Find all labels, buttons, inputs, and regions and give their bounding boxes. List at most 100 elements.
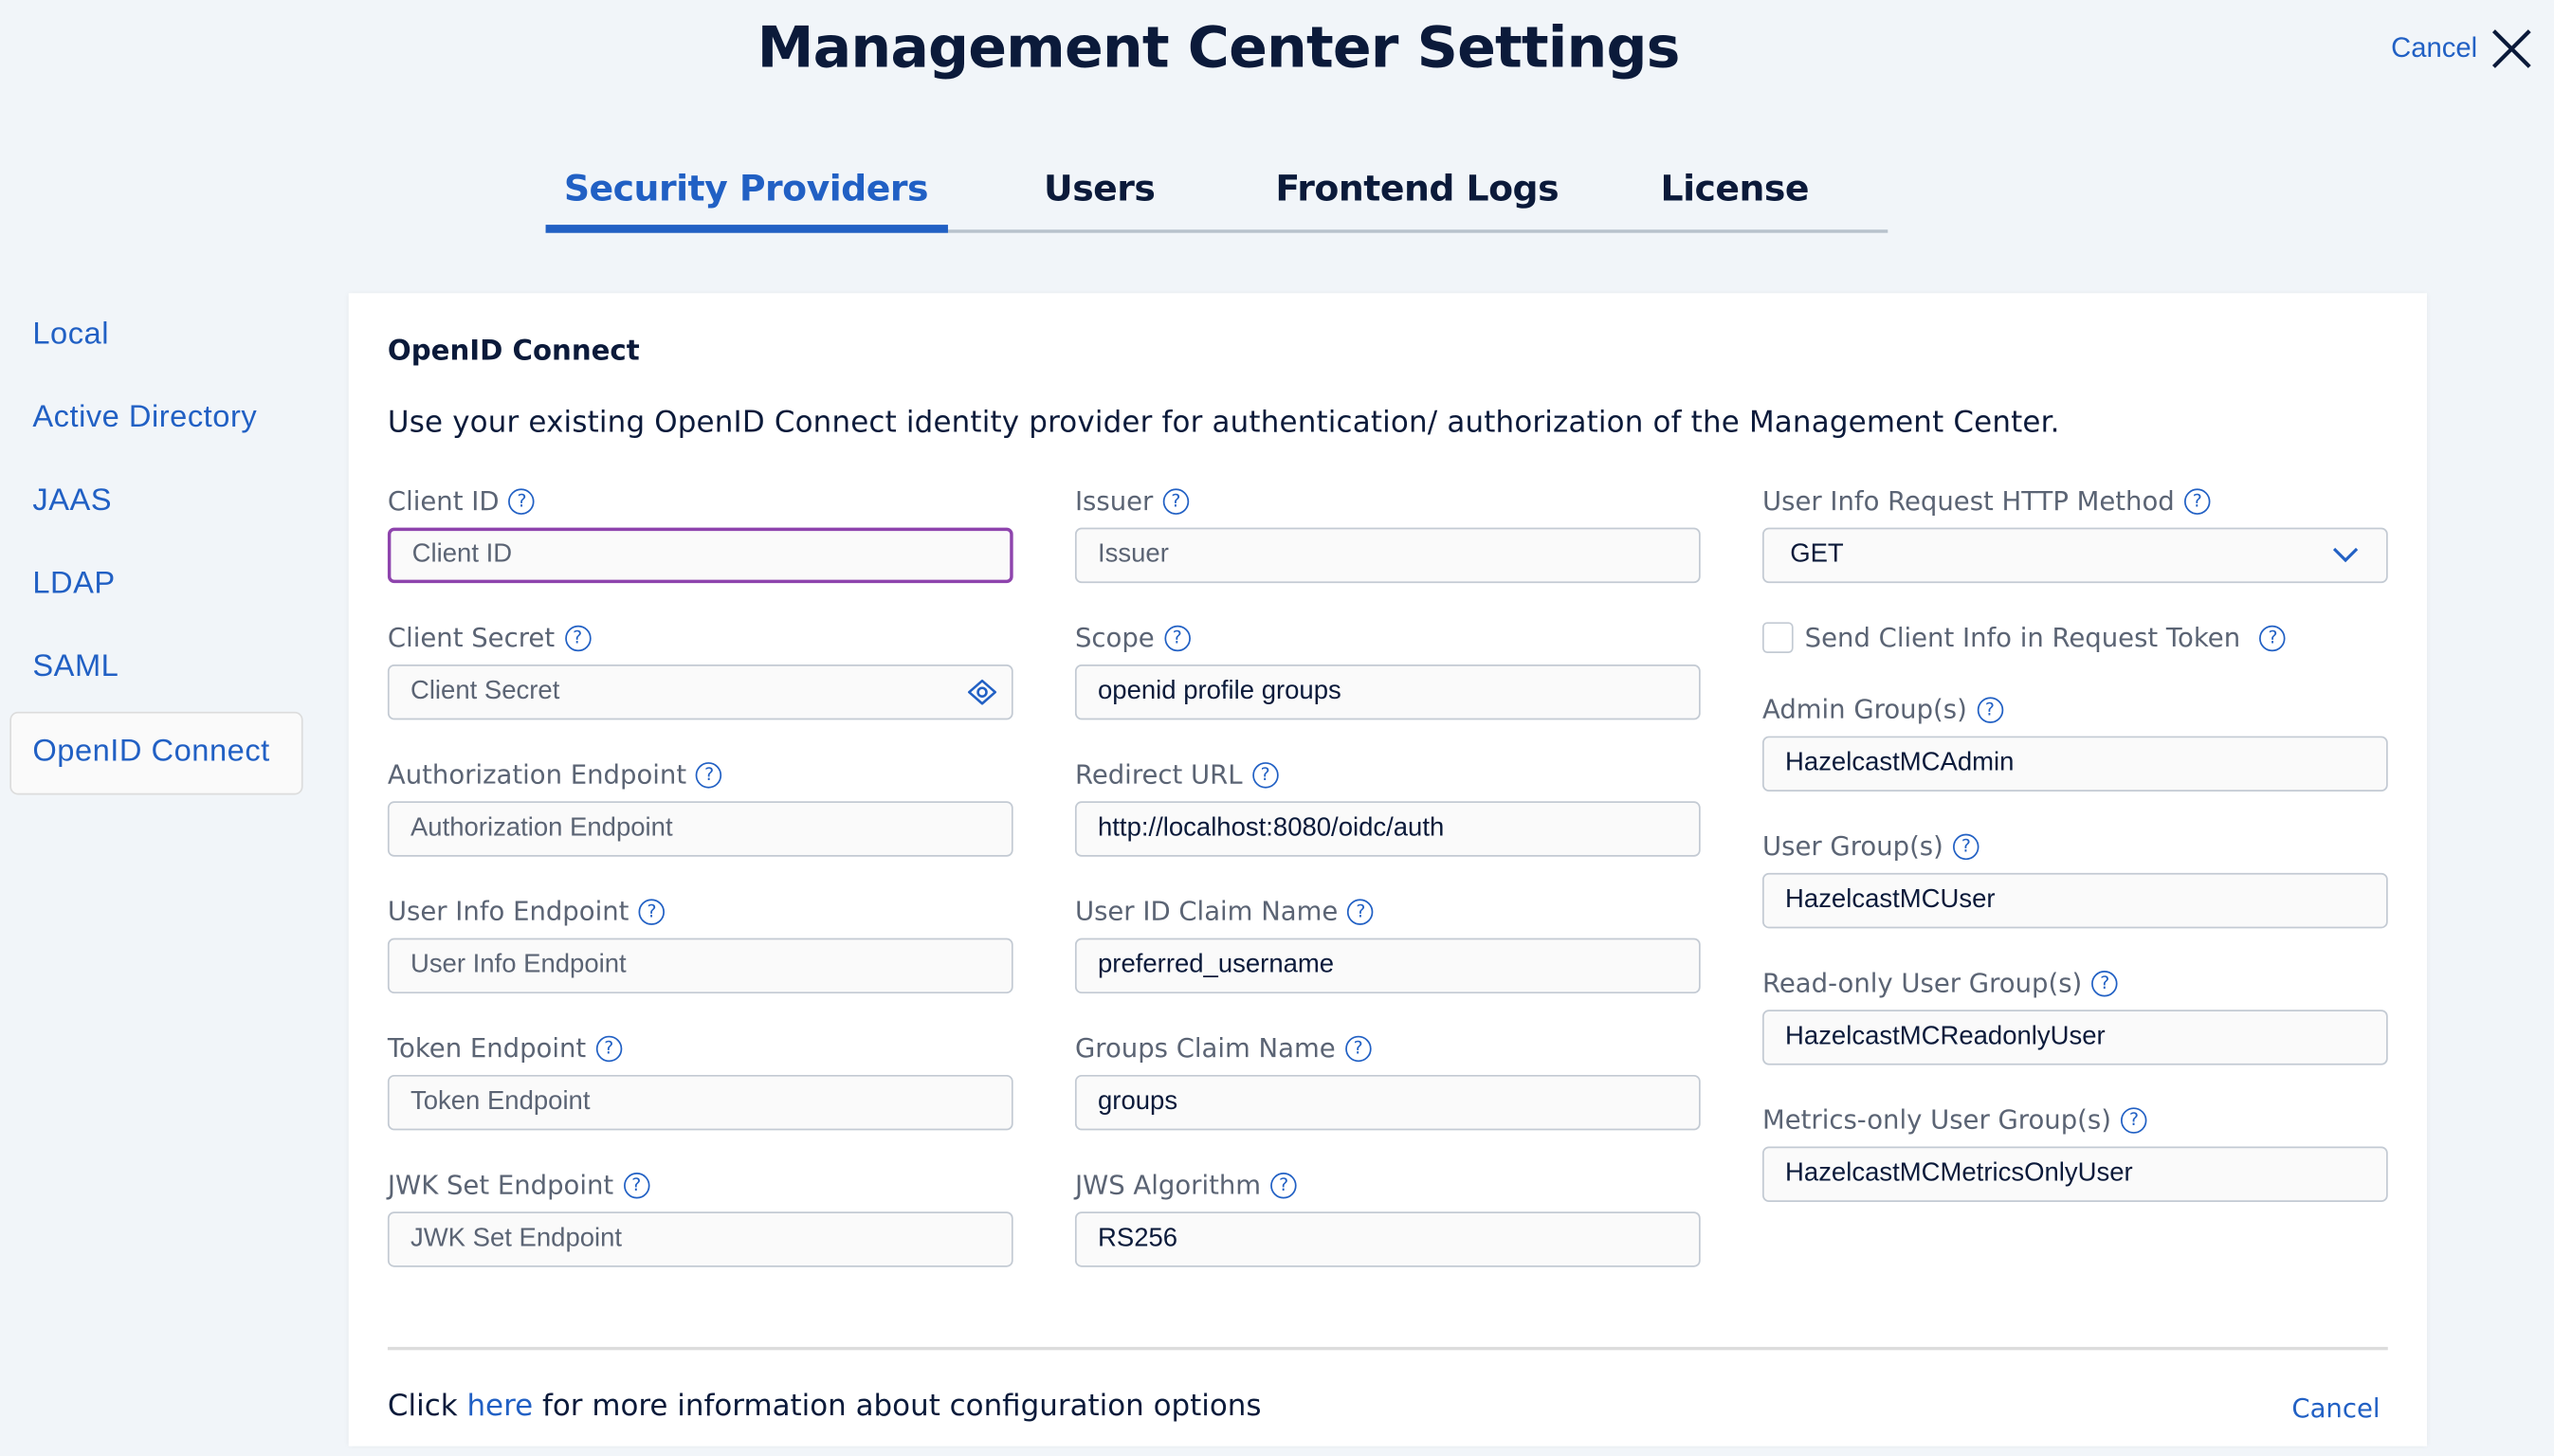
footer-info: Click here for more information about co… xyxy=(388,1390,1262,1424)
user-id-claim-name-field-wrap xyxy=(1074,937,1701,994)
jwk-set-endpoint-field-wrap xyxy=(387,1211,1013,1267)
scope-field-wrap xyxy=(1074,664,1701,720)
user-info-endpoint-field-wrap xyxy=(387,937,1013,994)
metrics-only-user-group-s-label: Metrics-only User Group(s)? xyxy=(1762,1104,2147,1136)
read-only-user-group-s-input[interactable] xyxy=(1761,1010,2388,1065)
groups-claim-name-field-wrap xyxy=(1074,1074,1701,1131)
help-icon[interactable]: ? xyxy=(2184,487,2211,515)
scope-label-text: Scope xyxy=(1074,622,1155,653)
client-secret-field-wrap xyxy=(387,664,1013,720)
sidebar-selected-bg xyxy=(9,711,303,795)
authorization-endpoint-label-text: Authorization Endpoint xyxy=(387,758,687,791)
token-endpoint-label-text: Token Endpoint xyxy=(387,1032,587,1064)
user-info-endpoint-input[interactable] xyxy=(387,937,1013,994)
help-icon[interactable]: ? xyxy=(1251,761,1279,788)
jwk-set-endpoint-input[interactable] xyxy=(387,1211,1013,1267)
token-endpoint-label: Token Endpoint? xyxy=(387,1032,623,1064)
help-icon[interactable]: ? xyxy=(1977,696,2003,722)
help-icon[interactable]: ? xyxy=(1164,624,1191,651)
issuer-label-text: Issuer xyxy=(1074,484,1154,517)
sidebar-item-active-directory[interactable]: Active Directory xyxy=(32,400,258,435)
footer-divider xyxy=(387,1346,2388,1351)
sidebar-item-local[interactable]: Local xyxy=(32,318,109,353)
help-icon[interactable]: ? xyxy=(2259,624,2287,651)
admin-group-s-input[interactable] xyxy=(1761,736,2388,792)
cancel-link-top[interactable]: Cancel xyxy=(2391,32,2478,64)
help-icon[interactable]: ? xyxy=(595,1034,623,1062)
help-icon[interactable]: ? xyxy=(2121,1106,2147,1133)
help-icon[interactable]: ? xyxy=(1953,832,1979,860)
chevron-down-icon xyxy=(2332,547,2359,563)
jwk-set-endpoint-label: JWK Set Endpoint? xyxy=(387,1169,649,1201)
admin-group-s-label: Admin Group(s)? xyxy=(1762,694,2003,725)
help-icon[interactable]: ? xyxy=(696,761,722,788)
client-id-input[interactable] xyxy=(387,527,1013,584)
authorization-endpoint-input[interactable] xyxy=(387,801,1013,857)
help-icon[interactable]: ? xyxy=(2091,970,2119,996)
user-info-endpoint-label: User Info Endpoint? xyxy=(387,895,666,927)
issuer-label: Issuer? xyxy=(1074,484,1190,517)
send-client-info-label-text: Send Client Info in Request Token xyxy=(1804,622,2241,653)
section-description: Use your existing OpenID Connect identit… xyxy=(387,405,2060,440)
show-password-eye-icon[interactable] xyxy=(967,679,997,705)
read-only-user-group-s-label: Read-only User Group(s)? xyxy=(1762,968,2119,998)
close-icon[interactable] xyxy=(2489,26,2534,71)
sidebar-item-saml[interactable]: SAML xyxy=(32,649,119,684)
help-icon[interactable]: ? xyxy=(1270,1172,1297,1198)
sidebar-item-jaas[interactable]: JAAS xyxy=(32,483,113,519)
user-info-endpoint-label-text: User Info Endpoint xyxy=(387,895,629,927)
user-group-s-label: User Group(s)? xyxy=(1762,830,1979,862)
http-method-select[interactable]: GET xyxy=(1761,527,2388,584)
client-secret-label: Client Secret? xyxy=(388,622,591,653)
token-endpoint-field-wrap xyxy=(387,1074,1013,1131)
http-method-value: GET xyxy=(1790,540,1844,569)
help-link[interactable]: here xyxy=(466,1389,534,1424)
help-icon[interactable]: ? xyxy=(564,624,591,651)
metrics-only-user-group-s-input[interactable] xyxy=(1761,1146,2388,1202)
jws-algorithm-field-wrap xyxy=(1074,1211,1701,1267)
groups-claim-name-label: Groups Claim Name? xyxy=(1075,1032,1372,1064)
help-icon[interactable]: ? xyxy=(1162,487,1190,515)
help-icon[interactable]: ? xyxy=(1347,898,1375,925)
client-id-field-wrap xyxy=(387,527,1013,584)
user-group-s-input[interactable] xyxy=(1761,872,2388,929)
jws-algorithm-input[interactable] xyxy=(1074,1211,1701,1267)
jwk-set-endpoint-label-text: JWK Set Endpoint xyxy=(387,1169,614,1201)
sidebar-item-ldap[interactable]: LDAP xyxy=(32,566,116,601)
metrics-only-user-group-s-label-text: Metrics-only User Group(s) xyxy=(1761,1103,2111,1136)
help-icon[interactable]: ? xyxy=(638,898,666,925)
send-client-info-checkbox[interactable] xyxy=(1761,622,1794,653)
help-icon[interactable]: ? xyxy=(623,1172,649,1198)
tab-frontend-logs[interactable]: Frontend Logs xyxy=(1275,169,1560,210)
token-endpoint-input[interactable] xyxy=(387,1074,1013,1131)
redirect-url-label-text: Redirect URL xyxy=(1074,758,1243,791)
tab-security-providers[interactable]: Security Providers xyxy=(563,169,929,210)
active-tab-indicator xyxy=(545,225,948,233)
redirect-url-label: Redirect URL? xyxy=(1074,758,1279,791)
footer-prefix: Click xyxy=(387,1389,467,1424)
jws-algorithm-label-text: JWS Algorithm xyxy=(1074,1169,1262,1201)
section-heading: OpenID Connect xyxy=(387,335,640,369)
tab-users[interactable]: Users xyxy=(1044,169,1156,210)
user-id-claim-name-label-text: User ID Claim Name xyxy=(1074,895,1339,927)
page-title: Management Center Settings xyxy=(757,16,1681,82)
redirect-url-input[interactable] xyxy=(1074,801,1701,857)
authorization-endpoint-field-wrap xyxy=(387,801,1013,857)
user-id-claim-name-input[interactable] xyxy=(1074,937,1701,994)
scope-input[interactable] xyxy=(1074,664,1701,720)
sidebar-item-openid-connect[interactable]: OpenID Connect xyxy=(32,734,270,769)
http-method-label-text: User Info Request HTTP Method xyxy=(1761,484,2175,517)
client-id-label: Client ID? xyxy=(388,485,536,517)
tab-license[interactable]: License xyxy=(1660,169,1810,210)
issuer-input[interactable] xyxy=(1074,527,1701,584)
groups-claim-name-input[interactable] xyxy=(1074,1074,1701,1131)
help-icon[interactable]: ? xyxy=(508,487,536,515)
settings-panel xyxy=(348,293,2427,1447)
jws-algorithm-label: JWS Algorithm? xyxy=(1074,1169,1297,1201)
client-secret-input[interactable] xyxy=(387,664,1013,720)
issuer-field-wrap xyxy=(1074,527,1701,584)
cancel-button[interactable]: Cancel xyxy=(2291,1392,2381,1424)
help-icon[interactable]: ? xyxy=(1344,1034,1372,1062)
client-secret-label-text: Client Secret xyxy=(387,622,556,653)
